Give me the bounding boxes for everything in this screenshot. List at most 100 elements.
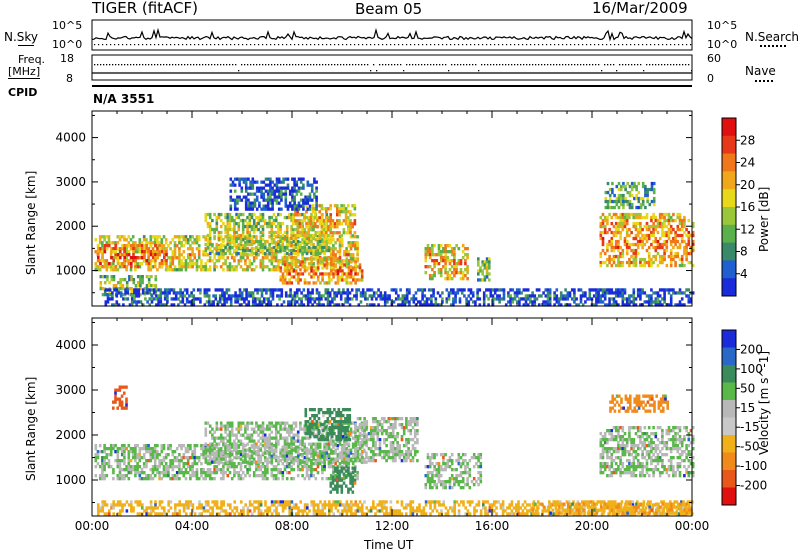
- data-cell: [145, 477, 148, 481]
- nave-dot: [106, 64, 108, 66]
- data-cell: [570, 297, 574, 301]
- data-cell: [345, 450, 348, 454]
- data-cell: [191, 468, 194, 472]
- data-cell: [614, 254, 618, 259]
- data-cell: [630, 242, 633, 247]
- data-cell: [244, 183, 248, 187]
- data-cell: [652, 260, 655, 265]
- data-cell: [270, 262, 274, 266]
- data-cell: [245, 288, 248, 292]
- data-cell: [142, 465, 146, 469]
- data-cell: [221, 297, 224, 301]
- data-cell: [272, 253, 276, 257]
- data-cell: [634, 236, 638, 241]
- data-cell: [228, 451, 232, 455]
- data-cell: [236, 195, 239, 199]
- data-cell: [347, 262, 351, 266]
- data-cell: [140, 477, 144, 481]
- data-cell: [180, 268, 183, 272]
- data-cell: [257, 247, 260, 251]
- data-cell: [372, 303, 376, 307]
- data-cell: [133, 300, 136, 304]
- data-cell: [599, 260, 603, 265]
- data-cell: [284, 198, 288, 202]
- data-cell: [352, 278, 355, 282]
- data-cell: [296, 231, 299, 235]
- data-cell: [300, 228, 304, 232]
- data-cell: [426, 244, 430, 248]
- data-cell: [678, 245, 682, 250]
- data-cell: [173, 250, 177, 254]
- data-cell: [250, 450, 254, 454]
- data-cell: [632, 221, 636, 226]
- data-cell: [678, 221, 682, 226]
- data-cell: [349, 253, 353, 257]
- data-cell: [318, 262, 322, 266]
- data-cell: [213, 268, 216, 272]
- data-cell: [127, 250, 131, 254]
- data-cell: [614, 294, 618, 298]
- data-cell: [606, 181, 610, 186]
- data-cell: [195, 235, 199, 239]
- nave-dot: [397, 64, 399, 66]
- data-cell: [257, 468, 260, 472]
- data-cell: [485, 275, 489, 279]
- data-cell: [134, 459, 137, 463]
- data-cell: [295, 288, 299, 292]
- data-cell: [334, 259, 337, 263]
- nsearch-dot: [430, 44, 432, 46]
- nsky-panel-frame: [91, 19, 693, 51]
- data-cell: [191, 235, 194, 239]
- data-cell: [310, 471, 313, 475]
- data-cell: [143, 247, 146, 251]
- nave-dot: [277, 64, 279, 66]
- data-cell: [606, 199, 610, 204]
- data-cell: [123, 253, 126, 257]
- data-cell: [325, 263, 329, 267]
- data-cell: [562, 294, 565, 298]
- data-cell: [323, 250, 326, 254]
- data-cell: [290, 275, 294, 279]
- data-cell: [608, 227, 611, 232]
- data-cell: [225, 300, 229, 304]
- data-cell: [316, 260, 320, 264]
- data-cell: [237, 247, 241, 251]
- data-cell: [172, 288, 176, 292]
- data-cell: [138, 247, 142, 251]
- data-cell: [621, 221, 625, 226]
- data-cell: [131, 468, 135, 472]
- data-cell: [314, 251, 318, 256]
- data-cell: [246, 221, 249, 226]
- data-cell: [215, 442, 219, 446]
- data-cell: [428, 250, 432, 254]
- data-cell: [674, 236, 677, 241]
- nave-dot: [247, 64, 249, 66]
- data-cell: [652, 181, 656, 186]
- data-cell: [298, 288, 301, 292]
- data-cell: [336, 257, 340, 261]
- data-cell: [228, 218, 232, 223]
- nave-dot: [232, 64, 234, 66]
- data-cell: [632, 300, 636, 304]
- data-cell: [621, 291, 625, 295]
- data-cell: [215, 471, 219, 475]
- data-cell: [685, 288, 688, 292]
- data-cell: [663, 300, 666, 304]
- data-cell: [112, 447, 115, 451]
- data-cell: [252, 474, 256, 478]
- data-cell: [555, 288, 559, 292]
- data-cell: [202, 456, 205, 460]
- data-cell: [304, 198, 307, 202]
- data-cell: [109, 450, 113, 454]
- data-cell: [233, 445, 236, 449]
- data-cell: [622, 202, 625, 207]
- data-cell: [277, 195, 281, 199]
- data-cell: [340, 262, 344, 266]
- data-cell: [416, 288, 420, 292]
- nave-dot: [538, 64, 540, 66]
- data-cell: [680, 239, 684, 244]
- data-cell: [171, 474, 175, 478]
- data-cell: [160, 244, 164, 248]
- data-cell: [244, 235, 247, 239]
- data-cell: [515, 291, 519, 295]
